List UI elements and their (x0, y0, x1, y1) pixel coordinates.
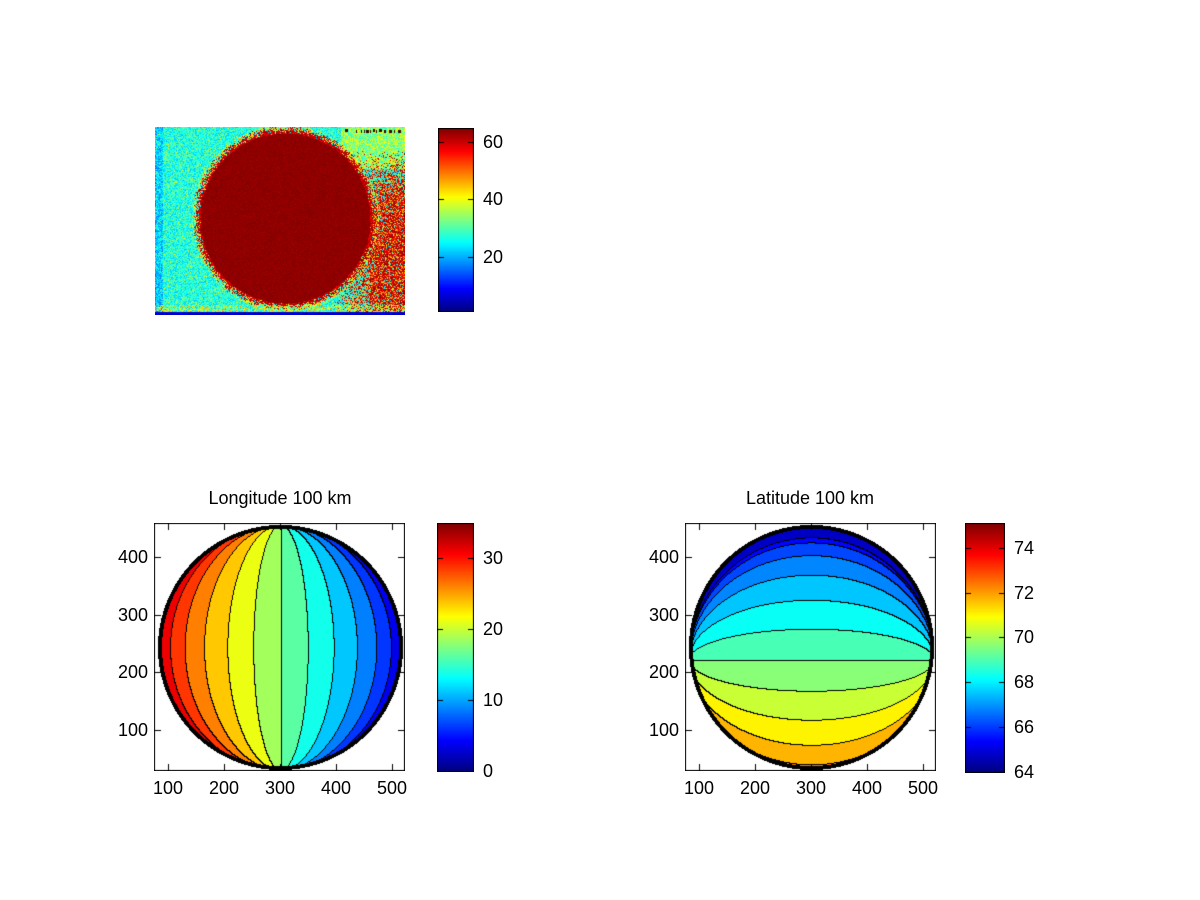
longitude-map-x-tick-label: 100 (152, 778, 184, 798)
latitude-map-colorbar-tick-label: 64 (1014, 762, 1035, 782)
latitude-map-colorbar-tick-label: 70 (1014, 627, 1035, 647)
longitude-map-y-tick-label: 400 (117, 547, 148, 567)
longitude-map-x-tick-label: 200 (208, 778, 240, 798)
latitude-map-x-tick-label: 400 (851, 778, 883, 798)
raw-frame-colorbar (438, 128, 474, 312)
longitude-map-colorbar-tick-label: 10 (483, 690, 504, 710)
latitude-map-colorbar-tick-label: 68 (1014, 672, 1035, 692)
latitude-map-x-tick-label: 100 (683, 778, 715, 798)
latitude-colorbar (965, 523, 1005, 773)
longitude-plot-title: Longitude 100 km (208, 488, 352, 508)
latitude-map-x-tick-label: 500 (907, 778, 939, 798)
raw-frame-colorbar-tick-label: 20 (483, 247, 504, 267)
longitude-map-colorbar-tick-label: 20 (483, 619, 504, 639)
latitude-map-colorbar-tick-label: 74 (1014, 538, 1035, 558)
latitude-map-y-tick-label: 400 (648, 547, 679, 567)
longitude-map-y-tick-label: 100 (117, 720, 148, 740)
longitude-map-x-tick-label: 400 (320, 778, 352, 798)
latitude-map-x-tick-label: 200 (739, 778, 771, 798)
longitude-map-y-tick-label: 300 (117, 605, 148, 625)
longitude-map-x-tick-label: 300 (264, 778, 296, 798)
latitude-map-colorbar-tick-label: 66 (1014, 717, 1035, 737)
longitude-contour-plot (154, 523, 405, 771)
raw-frame-colorbar-tick-label: 40 (483, 189, 504, 209)
raw-frame-heatmap (155, 127, 405, 315)
latitude-map-y-tick-label: 100 (648, 720, 679, 740)
latitude-map-colorbar-tick-label: 72 (1014, 583, 1035, 603)
longitude-map-colorbar-tick-label: 0 (483, 761, 494, 781)
longitude-map-colorbar-tick-label: 30 (483, 548, 504, 568)
longitude-map-x-tick-label: 500 (376, 778, 408, 798)
latitude-map-x-tick-label: 300 (795, 778, 827, 798)
longitude-map-y-tick-label: 200 (117, 662, 148, 682)
latitude-plot-title: Latitude 100 km (745, 488, 875, 508)
latitude-contour-plot (685, 523, 936, 771)
latitude-map-y-tick-label: 300 (648, 605, 679, 625)
raw-frame-colorbar-tick-label: 60 (483, 132, 504, 152)
latitude-map-y-tick-label: 200 (648, 662, 679, 682)
longitude-colorbar (437, 523, 474, 772)
